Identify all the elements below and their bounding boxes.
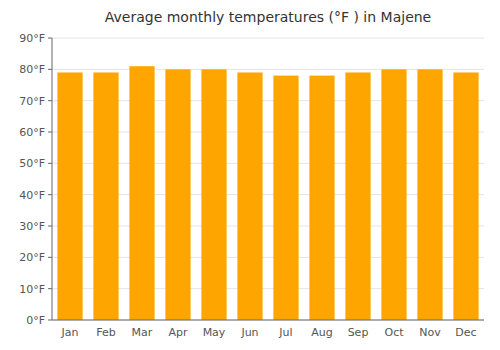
y-tick	[48, 100, 52, 101]
x-tick-label: Apr	[168, 326, 188, 339]
x-tick-label: Oct	[384, 326, 404, 339]
x-tick-label: Jun	[240, 326, 258, 339]
bar	[93, 72, 118, 320]
y-tick-label: 0°F	[26, 314, 45, 327]
y-tick-label: 50°F	[19, 157, 45, 170]
y-tick	[48, 69, 52, 70]
x-tick-label: Feb	[96, 326, 115, 339]
bar	[345, 72, 370, 320]
y-tick	[48, 226, 52, 227]
y-tick	[48, 132, 52, 133]
bar	[309, 76, 334, 320]
chart-container: Average monthly temperatures (°F ) in Ma…	[0, 0, 500, 350]
bars	[57, 66, 478, 320]
bar	[201, 69, 226, 320]
y-tick-label: 80°F	[19, 63, 45, 76]
y-tick-label: 40°F	[19, 189, 45, 202]
bar	[237, 72, 262, 320]
y-tick-label: 90°F	[19, 32, 45, 45]
y-tick	[48, 320, 52, 321]
x-tick-label: Sep	[348, 326, 369, 339]
x-tick-label: Jul	[278, 326, 292, 339]
x-axis-line	[52, 320, 484, 321]
x-tick-label: Nov	[419, 326, 441, 339]
y-tick-label: 10°F	[19, 283, 45, 296]
bar	[57, 72, 82, 320]
bar	[453, 72, 478, 320]
y-tick-label: 30°F	[19, 220, 45, 233]
y-tick-label: 20°F	[19, 251, 45, 264]
x-tick-label: Mar	[132, 326, 153, 339]
x-tick-label: Dec	[455, 326, 476, 339]
grid	[52, 38, 484, 320]
bar	[381, 69, 406, 320]
bar	[417, 69, 442, 320]
y-tick-label: 70°F	[19, 95, 45, 108]
grid-line	[52, 320, 484, 321]
grid-line	[52, 38, 484, 39]
y-tick	[48, 38, 52, 39]
y-tick	[48, 288, 52, 289]
x-tick-label: Aug	[311, 326, 332, 339]
y-axis-line	[52, 38, 53, 320]
bar	[165, 69, 190, 320]
x-tick-label: Jan	[61, 326, 79, 339]
x-tick-label: May	[203, 326, 226, 339]
x-axis: Jan Feb Mar Apr May Jun Jul Aug Sep Oct Nov Dec	[61, 326, 477, 339]
y-tick	[48, 163, 52, 164]
y-tick	[48, 257, 52, 258]
chart-title: Average monthly temperatures (°F ) in Ma…	[105, 9, 431, 25]
bar	[129, 66, 154, 320]
y-axis: 0°F 10°F 20°F 30°F 40°F 50°F 60°F 70°F 80°F 90°F	[19, 32, 52, 327]
bar	[273, 76, 298, 320]
y-tick	[48, 194, 52, 195]
chart-svg: Average monthly temperatures (°F ) in Ma…	[0, 0, 500, 350]
y-tick-label: 60°F	[19, 126, 45, 139]
